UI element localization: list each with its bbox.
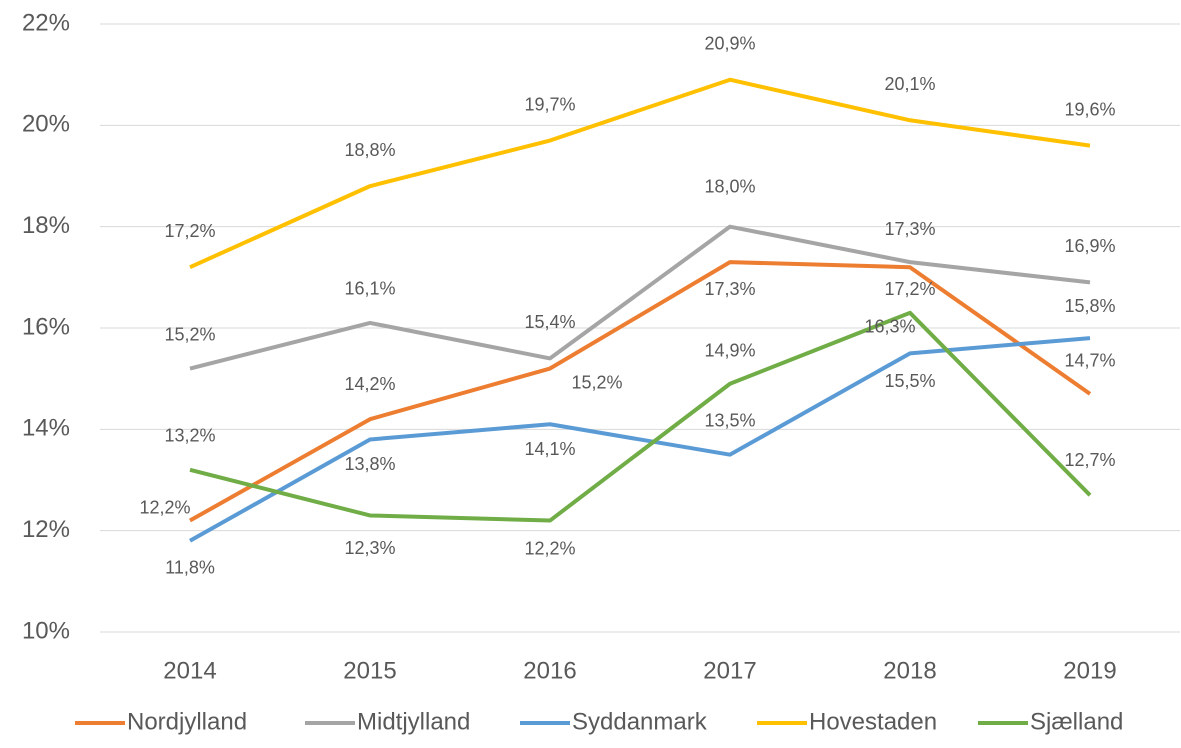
data-label: 18,0% [704, 176, 755, 196]
legend-label: Midtjylland [357, 708, 470, 735]
data-label: 15,5% [884, 371, 935, 391]
data-label: 17,2% [884, 279, 935, 299]
legend-label: Syddanmark [572, 708, 708, 735]
x-tick-label: 2018 [883, 657, 936, 684]
series-line [189, 260, 1092, 523]
data-label: 14,7% [1064, 351, 1115, 371]
data-label: 15,8% [1064, 296, 1115, 316]
legend-label: Nordjylland [127, 708, 247, 735]
data-label: 13,8% [344, 454, 395, 474]
x-tick-label: 2017 [703, 657, 756, 684]
data-label: 13,5% [704, 410, 755, 430]
data-label: 19,7% [524, 94, 575, 114]
data-label: 16,3% [864, 317, 915, 337]
data-label: 12,2% [524, 538, 575, 558]
y-tick-label: 18% [22, 212, 70, 239]
series-line [189, 224, 1091, 371]
y-tick-label: 16% [22, 313, 70, 340]
data-label: 19,6% [1064, 99, 1115, 119]
data-label: 20,1% [884, 74, 935, 94]
data-label: 12,7% [1064, 450, 1115, 470]
data-label: 15,2% [164, 324, 215, 344]
data-label: 13,2% [164, 426, 215, 446]
data-label: 11,8% [165, 558, 215, 578]
data-label: 15,2% [571, 372, 622, 392]
data-label: 17,3% [884, 219, 935, 239]
legend-label: Sjælland [1030, 708, 1123, 735]
data-label: 20,9% [704, 33, 755, 53]
data-label: 14,1% [524, 439, 575, 459]
x-tick-label: 2014 [163, 657, 216, 684]
data-label: 16,1% [344, 279, 395, 299]
x-tick-label: 2015 [343, 657, 396, 684]
data-label: 17,2% [164, 221, 215, 241]
y-tick-label: 12% [22, 516, 70, 543]
data-label: 12,2% [139, 497, 190, 517]
y-tick-label: 22% [22, 9, 70, 36]
data-label: 15,4% [524, 312, 575, 332]
y-tick-label: 20% [22, 111, 70, 138]
series-line [189, 310, 1092, 523]
data-label: 17,3% [704, 279, 755, 299]
x-tick-label: 2016 [523, 657, 576, 684]
x-tick-label: 2019 [1063, 657, 1116, 684]
data-label: 14,2% [344, 374, 395, 394]
series-line [189, 336, 1091, 543]
data-label: 14,9% [704, 340, 755, 360]
legend-label: Hovestaden [809, 708, 937, 735]
y-tick-label: 10% [22, 617, 70, 644]
data-label: 12,3% [344, 538, 395, 558]
data-label: 16,9% [1064, 236, 1115, 256]
data-label: 18,8% [344, 140, 395, 160]
series-line [189, 77, 1091, 270]
y-tick-label: 14% [22, 415, 70, 442]
